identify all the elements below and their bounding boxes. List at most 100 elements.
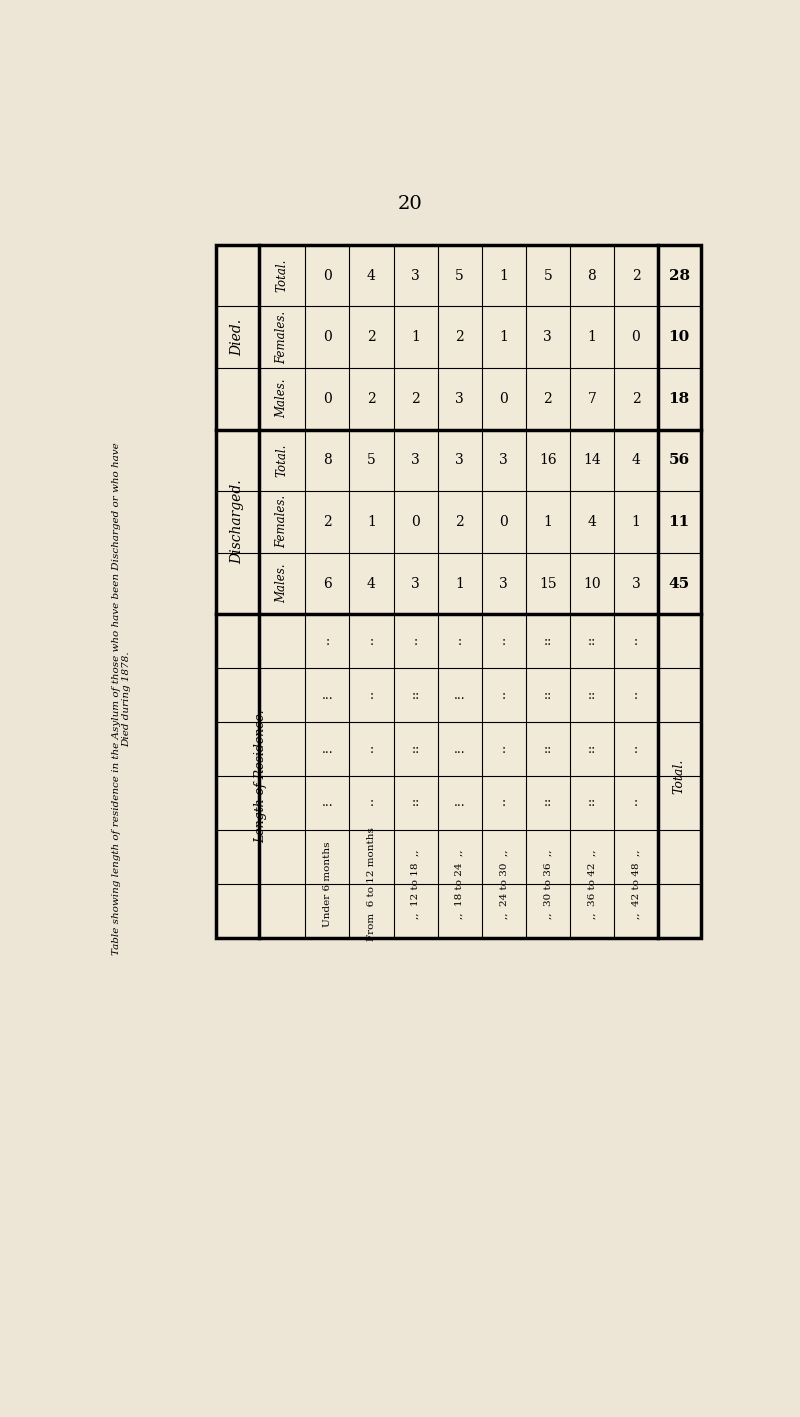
Text: :: : [502, 796, 506, 809]
Text: 10: 10 [669, 330, 690, 344]
Text: 6: 6 [323, 577, 332, 591]
Text: 2: 2 [631, 391, 640, 405]
Text: ::: :: [544, 689, 552, 701]
Text: 5: 5 [367, 453, 376, 468]
Text: Females.: Females. [276, 310, 289, 364]
Text: 1: 1 [587, 330, 596, 344]
Text: Males.: Males. [276, 564, 289, 604]
Text: 16: 16 [539, 453, 557, 468]
Text: Total.: Total. [276, 444, 289, 478]
Text: :: : [634, 796, 638, 809]
Text: :: : [458, 635, 462, 648]
Text: :: : [370, 796, 374, 809]
Text: :: : [634, 635, 638, 648]
Text: 0: 0 [323, 330, 332, 344]
Text: 1: 1 [631, 514, 640, 529]
Text: 10: 10 [583, 577, 601, 591]
Text: Females.: Females. [276, 496, 289, 548]
Text: 1: 1 [499, 330, 508, 344]
Text: 2: 2 [323, 514, 332, 529]
Text: :: : [370, 689, 374, 701]
Text: ,,  30 to 36  ,,: ,, 30 to 36 ,, [543, 849, 552, 918]
Text: 2: 2 [543, 391, 552, 405]
Text: 20: 20 [398, 194, 422, 213]
Text: :: : [502, 689, 506, 701]
Text: From  6 to 12 months: From 6 to 12 months [367, 828, 376, 941]
Text: ...: ... [322, 743, 334, 755]
Text: 14: 14 [583, 453, 601, 468]
Text: :: : [634, 743, 638, 755]
Text: :: : [414, 635, 418, 648]
Text: 0: 0 [323, 391, 332, 405]
Text: 2: 2 [367, 391, 376, 405]
Text: Males.: Males. [276, 378, 289, 418]
Text: Total.: Total. [673, 758, 686, 794]
Text: 0: 0 [411, 514, 420, 529]
Text: ,,  42 to 48  ,,: ,, 42 to 48 ,, [631, 849, 641, 918]
Text: 4: 4 [631, 453, 640, 468]
Text: ::: :: [588, 743, 596, 755]
Text: :: : [370, 635, 374, 648]
Text: 1: 1 [543, 514, 552, 529]
Text: 28: 28 [669, 269, 690, 282]
Text: ,,  36 to 42  ,,: ,, 36 to 42 ,, [587, 849, 596, 918]
Text: ,,  18 to 24  ,,: ,, 18 to 24 ,, [455, 849, 464, 918]
Text: ...: ... [454, 796, 466, 809]
Text: :: : [326, 635, 330, 648]
Text: 2: 2 [411, 391, 420, 405]
Text: 0: 0 [631, 330, 640, 344]
Text: ,,  12 to 18  ,,: ,, 12 to 18 ,, [411, 849, 420, 918]
Text: 1: 1 [367, 514, 376, 529]
Text: 3: 3 [411, 269, 420, 282]
Text: :: : [634, 689, 638, 701]
Text: 1: 1 [499, 269, 508, 282]
Text: ::: :: [544, 743, 552, 755]
Text: 0: 0 [499, 391, 508, 405]
Text: 7: 7 [587, 391, 596, 405]
Text: Length of Residence.: Length of Residence. [254, 710, 267, 843]
Text: ::: :: [411, 743, 420, 755]
Text: 8: 8 [587, 269, 596, 282]
Text: ::: :: [588, 689, 596, 701]
Text: 2: 2 [455, 514, 464, 529]
Text: ...: ... [454, 689, 466, 701]
Text: 1: 1 [411, 330, 420, 344]
Text: :: : [502, 635, 506, 648]
Text: 3: 3 [543, 330, 552, 344]
Text: 45: 45 [669, 577, 690, 591]
Text: ::: :: [544, 635, 552, 648]
Text: 5: 5 [455, 269, 464, 282]
Text: 2: 2 [455, 330, 464, 344]
Text: Discharged.: Discharged. [230, 479, 245, 564]
Text: ::: :: [544, 796, 552, 809]
Text: 3: 3 [455, 391, 464, 405]
Text: ::: :: [588, 635, 596, 648]
Text: Total.: Total. [276, 259, 289, 292]
Text: ,,  24 to 30  ,,: ,, 24 to 30 ,, [499, 849, 508, 918]
Text: 4: 4 [367, 269, 376, 282]
Text: Table showing length of residence in the Asylum of those who have been Discharge: Table showing length of residence in the… [112, 442, 131, 955]
Text: 4: 4 [367, 577, 376, 591]
Text: 3: 3 [499, 453, 508, 468]
Text: 1: 1 [455, 577, 464, 591]
Text: 56: 56 [669, 453, 690, 468]
Text: 2: 2 [631, 269, 640, 282]
Bar [216, 245, 701, 938]
Text: ...: ... [322, 796, 334, 809]
Text: 11: 11 [669, 514, 690, 529]
Text: 3: 3 [411, 577, 420, 591]
Text: :: : [502, 743, 506, 755]
Text: Under 6 months: Under 6 months [323, 842, 332, 927]
Text: 18: 18 [669, 391, 690, 405]
Text: 3: 3 [499, 577, 508, 591]
Text: 8: 8 [323, 453, 332, 468]
Text: 3: 3 [455, 453, 464, 468]
Text: ::: :: [411, 796, 420, 809]
Text: 4: 4 [587, 514, 596, 529]
Text: ::: :: [588, 796, 596, 809]
Text: 0: 0 [499, 514, 508, 529]
Text: 15: 15 [539, 577, 557, 591]
Text: 5: 5 [543, 269, 552, 282]
Text: ...: ... [322, 689, 334, 701]
Text: 3: 3 [411, 453, 420, 468]
